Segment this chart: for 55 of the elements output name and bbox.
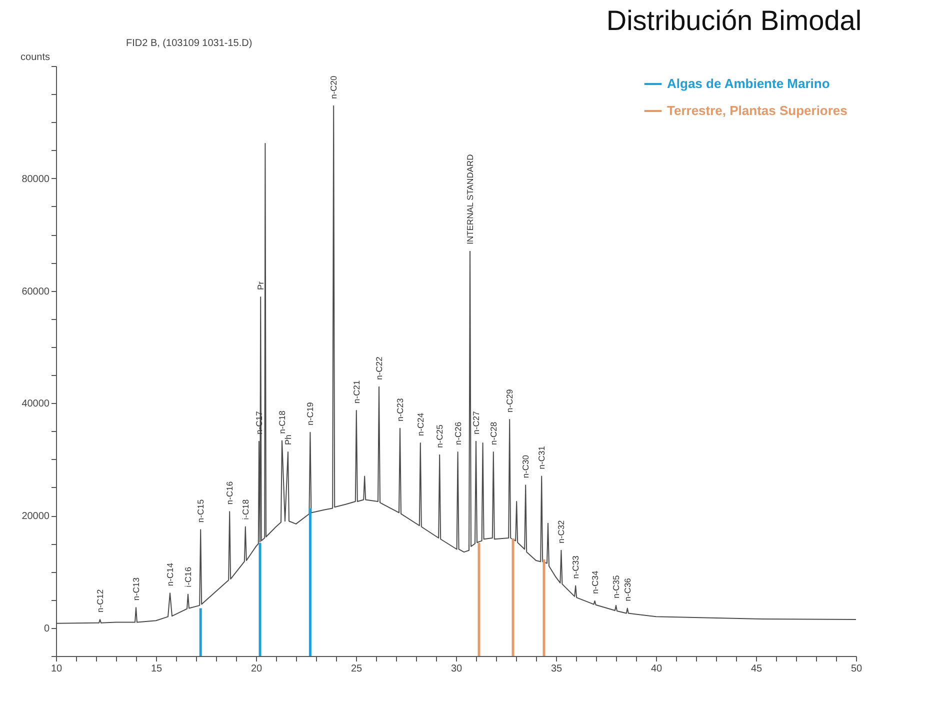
annotation: i-C18	[240, 499, 250, 520]
annotation: n-C32	[556, 520, 566, 544]
y-tick-label: 80000	[22, 174, 50, 185]
x-tick-label: 30	[450, 664, 462, 674]
annotation: n-C14	[165, 562, 175, 586]
y-tick-label: 0	[44, 623, 50, 634]
bar	[478, 543, 480, 656]
annotation: n-C33	[570, 555, 581, 579]
bar	[308, 508, 312, 656]
text: FID2 B, (103109 1031-15.D)	[126, 38, 252, 49]
chart-title: Distribución Bimodal	[606, 5, 862, 36]
x-tick-label: 40	[650, 664, 662, 674]
annotation: INTERNAL STANDARD	[465, 154, 475, 244]
y-tick-label: 40000	[22, 398, 50, 410]
legend-label: Terrestre, Plantas Superiores	[667, 103, 848, 118]
annotation: i-C16	[183, 566, 193, 588]
legend-label: Algas de Ambiente Marino	[667, 76, 830, 91]
annotation: n-C22	[374, 356, 384, 380]
annotation: n-C30	[520, 454, 531, 478]
annotation: n-C17	[254, 410, 264, 434]
annotation: n-C31	[536, 446, 547, 470]
annotation: n-C23	[395, 398, 405, 422]
annotation: n-C29	[504, 389, 515, 412]
annotation: n-C12	[95, 589, 105, 612]
annotation: Ph	[283, 434, 293, 446]
y-tick-label: 60000	[22, 286, 50, 298]
annotation: n-C27	[471, 410, 481, 434]
annotation: n-C13	[131, 577, 141, 601]
x-tick-label: 15	[150, 664, 162, 674]
y-axis-title: counts	[20, 52, 50, 63]
annotation: Pr	[256, 281, 266, 290]
x-tick-label: 45	[750, 664, 762, 674]
annotation: n-C16	[224, 481, 235, 505]
x-tick-label: 35	[550, 664, 562, 674]
bar	[512, 538, 514, 656]
annotation: n-C36	[622, 578, 632, 602]
annotation: n-C15	[196, 499, 206, 523]
annotation: n-C19	[305, 402, 316, 426]
annotation: n-C34	[590, 570, 600, 594]
bar	[258, 543, 262, 656]
x-tick-label: 25	[350, 664, 362, 674]
bar	[542, 559, 546, 656]
annotation: n-C35	[611, 575, 621, 598]
y-tick-label: 20000	[22, 511, 50, 522]
annotation: n-C24	[415, 412, 426, 436]
annotation: n-C28	[488, 422, 498, 446]
x-tick-label: 50	[850, 664, 862, 674]
x-tick-label: 10	[50, 664, 62, 674]
x-tick-label: 20	[250, 664, 262, 674]
annotation: n-C20	[328, 75, 339, 99]
annotation: n-C25	[434, 424, 445, 448]
annotation: n-C18	[277, 410, 287, 434]
annotation: n-C26	[452, 422, 463, 446]
bar	[199, 608, 202, 656]
annotation: n-C21	[351, 380, 362, 404]
